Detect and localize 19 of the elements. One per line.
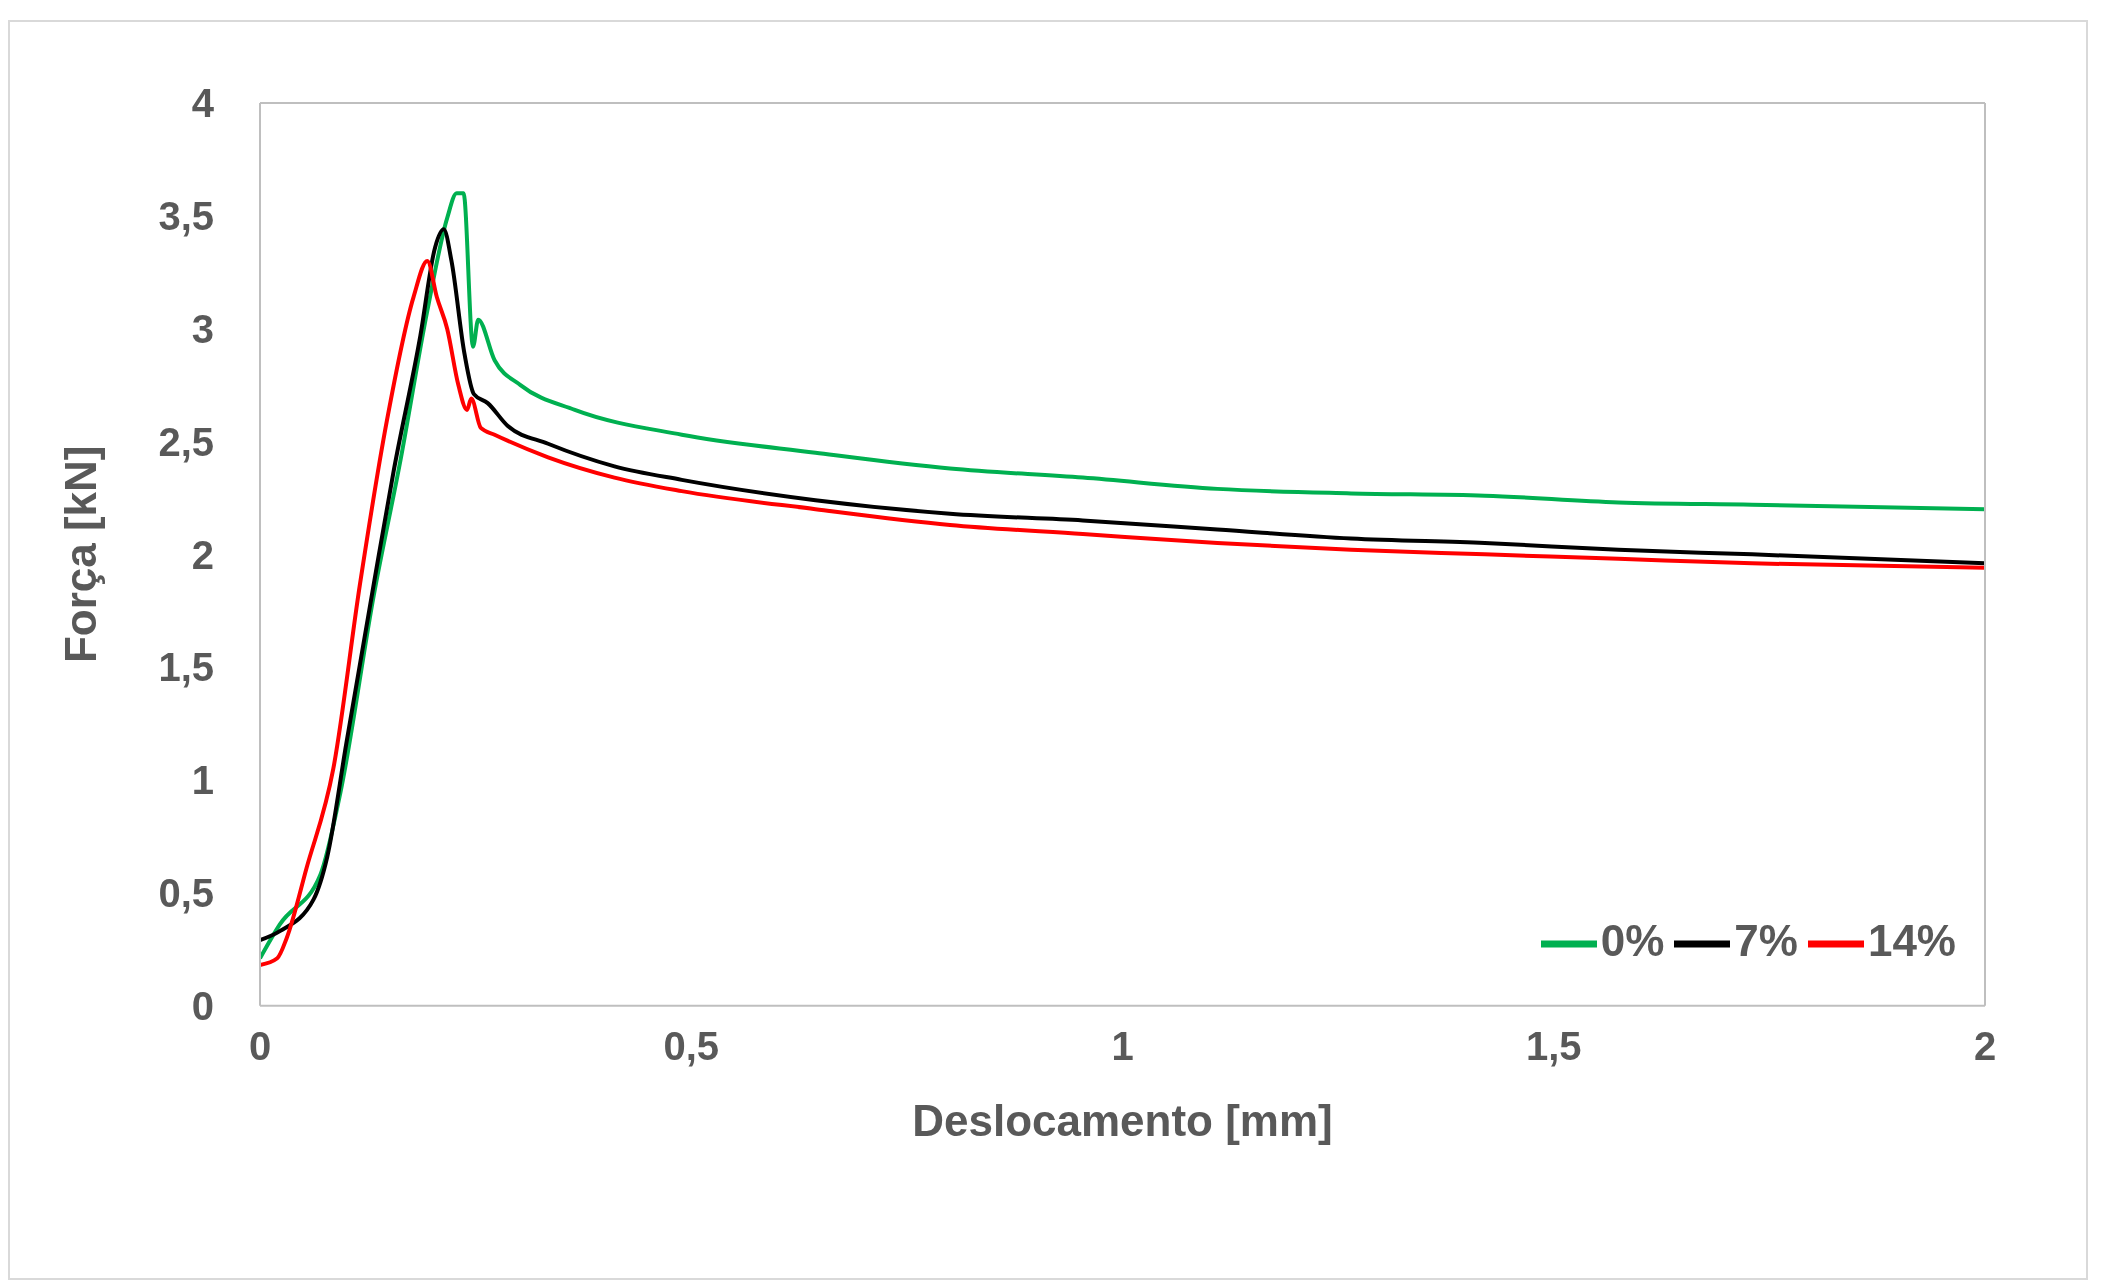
y-tick-label: 2,5 [158,419,214,464]
legend-label: 7% [1734,915,1798,965]
x-tick-label: 0,5 [663,1024,720,1069]
x-tick-label: 2 [1973,1024,1997,1069]
legend-label: 0% [1600,915,1665,965]
x-axis-title: Deslocamento [mm] [912,1095,1333,1145]
y-tick-label: 2 [191,532,214,577]
x-tick-label: 1 [1111,1024,1134,1069]
y-tick-label: 4 [191,81,215,126]
y-tick-label: 0 [191,983,214,1028]
x-tick-label: 0 [248,1024,272,1069]
y-tick-label: 1 [191,758,214,803]
y-tick-label: 1,5 [158,645,214,690]
legend-label: 14% [1867,915,1956,965]
y-tick-label: 3 [191,306,214,351]
y-tick-label: 0,5 [158,871,214,915]
y-axis-title: Força [kN] [55,445,105,664]
y-tick-label: 3,5 [158,194,214,239]
x-tick-label: 1,5 [1525,1024,1582,1069]
